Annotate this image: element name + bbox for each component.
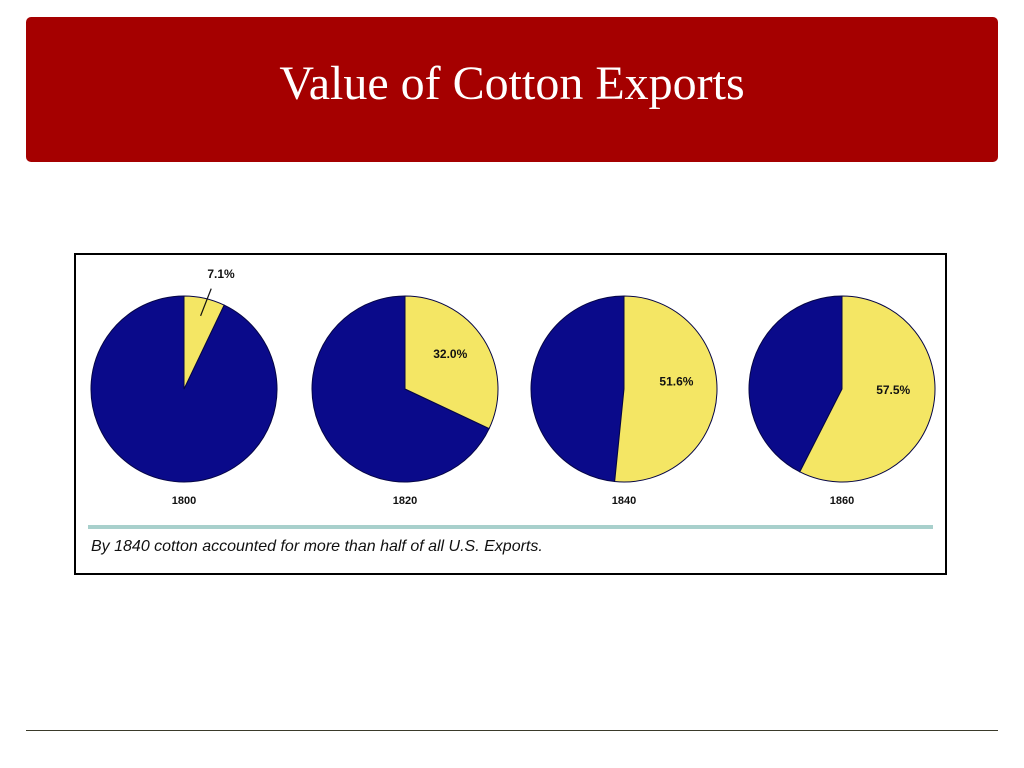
slide-title: Value of Cotton Exports bbox=[279, 56, 745, 110]
pie-1800: 7.1% 1800 bbox=[90, 267, 278, 507]
pie-label-1840: 51.6% bbox=[659, 374, 693, 388]
year-label-1800: 1800 bbox=[172, 495, 196, 507]
pie-slice-other-1840 bbox=[530, 295, 625, 483]
footer-rule bbox=[26, 730, 998, 731]
pie-slice-other-1860 bbox=[748, 295, 843, 473]
title-banner: Value of Cotton Exports bbox=[26, 17, 998, 162]
pie-1860: 57.5% 1860 bbox=[748, 295, 936, 507]
pie-label-1860: 57.5% bbox=[876, 383, 910, 397]
pie-slice-cotton-1820 bbox=[404, 295, 499, 430]
pie-slice-other-1820 bbox=[311, 295, 490, 483]
pie-slice-cotton-1840 bbox=[614, 295, 718, 483]
pie-label-1800: 7.1% bbox=[207, 267, 235, 281]
pie-charts: 7.1% 1800 32.0% 1820 51.6% 1840 57.5% 1860 bbox=[90, 267, 936, 507]
pie-label-1820: 32.0% bbox=[433, 347, 467, 361]
divider-rule bbox=[88, 525, 933, 529]
year-label-1820: 1820 bbox=[393, 495, 417, 507]
pie-slice-cotton-1860 bbox=[799, 295, 936, 483]
leader-line-1800 bbox=[200, 288, 212, 317]
year-label-1840: 1840 bbox=[612, 495, 636, 507]
year-label-1860: 1860 bbox=[830, 495, 854, 507]
pie-1840: 51.6% 1840 bbox=[530, 295, 718, 507]
figure-caption: By 1840 cotton accounted for more than h… bbox=[91, 538, 543, 555]
pie-chart-figure: 7.1% 1800 32.0% 1820 51.6% 1840 57.5% 1860 By 1… bbox=[74, 253, 947, 575]
pie-slice-cotton-1800 bbox=[183, 295, 225, 390]
pie-1820: 32.0% 1820 bbox=[311, 295, 499, 507]
